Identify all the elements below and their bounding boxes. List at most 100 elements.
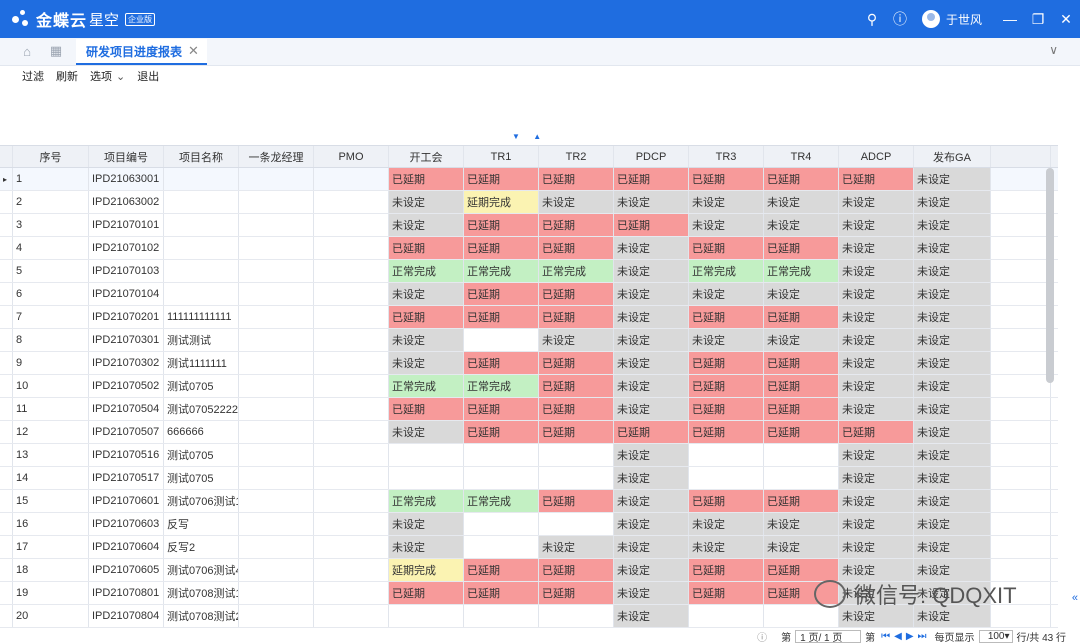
prev-page-icon[interactable]: ◀ xyxy=(894,630,902,642)
column-header[interactable]: 项目名称 xyxy=(164,146,239,167)
filter-button[interactable]: 过滤 xyxy=(22,71,44,83)
splitter-arrows-icon[interactable]: ▼ ▲ xyxy=(512,132,542,141)
table-row[interactable]: 14 IPD21070517 测试0705 未设定 未设定 未设定 xyxy=(0,467,1058,490)
help-icon[interactable]: ⓘ xyxy=(892,11,907,27)
side-expand-icon[interactable]: « xyxy=(1071,592,1078,604)
next-page-icon[interactable]: ▶ xyxy=(905,630,914,642)
status-cell: 已延期 xyxy=(689,421,764,443)
user-name[interactable]: 于世风 xyxy=(945,12,982,27)
column-header[interactable]: PMO xyxy=(314,146,389,167)
first-page-icon[interactable]: ⏮ xyxy=(881,630,891,642)
table-row[interactable]: 15 IPD21070601 测试0706测试1 正常完成 正常完成 已延期 未设定 已延期已… xyxy=(0,490,1058,513)
last-page-icon[interactable]: ⏭ xyxy=(917,630,927,642)
status-cell: 已延期 xyxy=(539,352,614,374)
cell-filler xyxy=(991,214,1051,236)
status-cell: 未设定 xyxy=(614,283,689,305)
column-header[interactable]: TR4 xyxy=(764,146,839,167)
column-header[interactable]: TR1 xyxy=(464,146,539,167)
per-page-label: 每页显示 xyxy=(934,632,975,644)
row-indicator xyxy=(0,306,13,328)
cell-manager xyxy=(239,214,314,236)
status-cell: 未设定 xyxy=(839,467,914,489)
cell-seq: 7 xyxy=(13,306,89,328)
minimize-icon[interactable]: — xyxy=(1003,11,1017,27)
column-header[interactable]: 项目编号 xyxy=(89,146,164,167)
table-row[interactable]: 10 IPD21070502 测试0705 正常完成 正常完成 已延期 未设定 已延期 已延期未… xyxy=(0,375,1058,398)
wechat-icon xyxy=(814,580,846,608)
row-indicator xyxy=(0,467,13,489)
status-cell: 正常完成 xyxy=(389,375,464,397)
vertical-scrollbar[interactable] xyxy=(1046,168,1054,383)
status-cell: 未设定 xyxy=(689,513,764,535)
tab-report[interactable]: 研发项目进度报表 ✕ xyxy=(76,39,207,65)
table-row[interactable]: 3 IPD21070101 未设定 已延期 已延期 已延期 未设定 未设定 未设定 未设定 xyxy=(0,214,1058,237)
options-button[interactable]: 选项 ⌄ xyxy=(90,71,126,83)
cell-seq: 2 xyxy=(13,191,89,213)
status-cell: 未设定 xyxy=(839,375,914,397)
cell-code: IPD21070302 xyxy=(89,352,164,374)
table-row[interactable]: 17 IPD21070604 反写2 未设定 未设定 未设定 未设定 未设定 未设定 未设定 xyxy=(0,536,1058,559)
status-cell: 未设定 xyxy=(389,191,464,213)
row-indicator xyxy=(0,375,13,397)
status-cell xyxy=(464,444,539,466)
table-row[interactable]: 8 IPD21070301 测试测试 未设定 未设定 未设定 未设定 未设定 未设定 未设定 xyxy=(0,329,1058,352)
restore-icon[interactable]: ❐ xyxy=(1031,10,1045,27)
status-cell: 未设定 xyxy=(614,605,689,627)
search-icon[interactable]: ⚲ xyxy=(866,10,878,27)
column-header[interactable]: 发布GA xyxy=(914,146,991,167)
status-cell: 已延期 xyxy=(464,421,539,443)
watermark: 微信号: QDQXIT xyxy=(814,578,1017,610)
avatar[interactable] xyxy=(921,10,940,28)
table-row[interactable]: 4 IPD21070102 已延期 已延期 已延期 未设定 已延期 已延期 未设定 未设定 xyxy=(0,237,1058,260)
chevron-down-icon[interactable]: ∨ xyxy=(1049,43,1058,57)
cell-filler xyxy=(991,582,1051,604)
cell-filler xyxy=(991,168,1051,190)
cell-seq: 19 xyxy=(13,582,89,604)
cell-pmo xyxy=(314,168,389,190)
home-icon[interactable]: ⌂ xyxy=(23,43,31,59)
status-cell: 已延期 xyxy=(539,237,614,259)
column-header[interactable]: ADCP xyxy=(839,146,914,167)
table-row[interactable]: 7 IPD21070201 111111111111 已延期 已延期 已延期 未设定 已延期已… xyxy=(0,306,1058,329)
table-row[interactable]: 6 IPD21070104 未设定 已延期 已延期 未设定 未设定 未设定 未设定 未设定 xyxy=(0,283,1058,306)
row-indicator xyxy=(0,536,13,558)
column-header[interactable]: PDCP xyxy=(614,146,689,167)
table-row[interactable]: 12 IPD21070507 666666 未设定 已延期 已延期 已延期 已延期 已延期 已延期… xyxy=(0,421,1058,444)
cell-filler xyxy=(991,306,1051,328)
close-icon[interactable]: ✕ xyxy=(1060,10,1072,27)
table-row[interactable]: 9 IPD21070302 测试1111111 未设定 已延期 已延期 未设定 已延期 已延期未… xyxy=(0,352,1058,375)
column-header[interactable]: TR2 xyxy=(539,146,614,167)
status-cell xyxy=(689,444,764,466)
status-cell: 已延期 xyxy=(689,306,764,328)
exit-button[interactable]: 退出 xyxy=(137,71,160,83)
status-cell: 正常完成 xyxy=(539,260,614,282)
page-input[interactable]: 1 页/ 1 页 xyxy=(795,629,862,644)
cell-manager xyxy=(239,306,314,328)
column-header[interactable]: TR3 xyxy=(689,146,764,167)
cell-seq: 6 xyxy=(13,283,89,305)
table-row[interactable]: ▸ 1 IPD21063001 已延期 已延期 已延期 已延期 已延期 已延期 已延期 未设定 xyxy=(0,168,1058,191)
table-row[interactable]: 16 IPD21070603 反写 未设定 未设定 未设定 未设定 未设定 未设定 xyxy=(0,513,1058,536)
table-row[interactable]: 18 IPD21070605 测试0706测试4 延期完成 已延期 已延期 未设定 已延期 已延… xyxy=(0,559,1058,582)
column-header[interactable]: 序号 xyxy=(13,146,89,167)
table-row[interactable]: 11 IPD21070504 测试07052222 已延期 已延期 已延期 未设定 已延期 已延… xyxy=(0,398,1058,421)
table-row[interactable]: 5 IPD21070103 正常完成 正常完成 正常完成 未设定 正常完成 正常完成 未设定 未设… xyxy=(0,260,1058,283)
column-header[interactable]: 一条龙经理 xyxy=(239,146,314,167)
status-cell: 已延期 xyxy=(464,559,539,581)
table-row[interactable]: 13 IPD21070516 测试0705 未设定 未设定 未设定 xyxy=(0,444,1058,467)
cell-seq: 16 xyxy=(13,513,89,535)
cell-pmo xyxy=(314,513,389,535)
status-cell: 已延期 xyxy=(839,421,914,443)
status-cell: 已延期 xyxy=(839,168,914,190)
refresh-button[interactable]: 刷新 xyxy=(56,71,78,83)
column-header[interactable]: 开工会 xyxy=(389,146,464,167)
cell-name: 测试0706测试1 xyxy=(164,490,239,512)
table-row[interactable]: 20 IPD21070804 测试0708测试2 未设定 未设定 未设定 xyxy=(0,605,1058,628)
grid-icon[interactable]: ▦ xyxy=(49,43,63,58)
status-cell: 未设定 xyxy=(839,605,914,627)
cell-pmo xyxy=(314,490,389,512)
tab-close-icon[interactable]: ✕ xyxy=(188,43,199,58)
table-row[interactable]: 19 IPD21070801 测试0708测试1 已延期 已延期 已延期 未设定 已延期 已延期… xyxy=(0,582,1058,605)
per-page-select[interactable]: 100 ▾ xyxy=(978,629,1013,643)
table-row[interactable]: 2 IPD21063002 未设定 延期完成 未设定 未设定 未设定 未设定 未设定 未设定 xyxy=(0,191,1058,214)
